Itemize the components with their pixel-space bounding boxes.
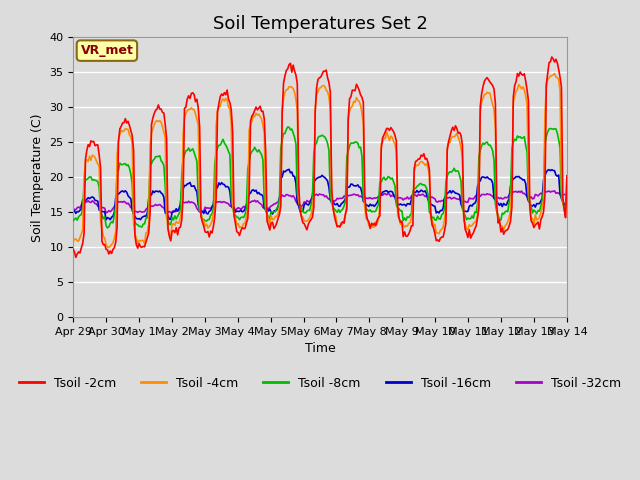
Tsoil -32cm: [218, 200, 225, 205]
Tsoil -16cm: [218, 180, 225, 185]
Tsoil -16cm: [131, 214, 139, 219]
Tsoil -32cm: [563, 191, 571, 197]
Tsoil -4cm: [234, 221, 242, 227]
Tsoil -32cm: [69, 206, 77, 212]
Tsoil -8cm: [104, 225, 111, 231]
Tsoil -16cm: [288, 169, 296, 175]
Line: Tsoil -2cm: Tsoil -2cm: [73, 57, 567, 257]
Tsoil -4cm: [105, 245, 113, 251]
Tsoil -2cm: [218, 91, 225, 97]
Tsoil -32cm: [550, 188, 558, 193]
Tsoil -2cm: [563, 173, 571, 179]
Tsoil -8cm: [131, 219, 139, 225]
Tsoil -2cm: [548, 54, 556, 60]
Tsoil -2cm: [72, 254, 79, 260]
Tsoil -4cm: [131, 231, 139, 237]
Tsoil -8cm: [538, 197, 546, 203]
Tsoil -16cm: [563, 192, 571, 197]
Tsoil -2cm: [287, 60, 294, 66]
Line: Tsoil -4cm: Tsoil -4cm: [73, 73, 567, 248]
Tsoil -32cm: [234, 205, 242, 211]
Tsoil -8cm: [563, 185, 571, 191]
Tsoil -32cm: [287, 192, 294, 198]
Tsoil -32cm: [131, 208, 139, 214]
Tsoil -8cm: [284, 124, 291, 130]
Tsoil -16cm: [243, 203, 250, 209]
Tsoil -2cm: [234, 229, 242, 235]
Y-axis label: Soil Temperature (C): Soil Temperature (C): [31, 113, 44, 241]
Tsoil -2cm: [131, 233, 139, 239]
Tsoil -2cm: [69, 246, 77, 252]
Tsoil -32cm: [102, 210, 110, 216]
Text: VR_met: VR_met: [81, 44, 133, 57]
Line: Tsoil -16cm: Tsoil -16cm: [73, 169, 567, 220]
Tsoil -8cm: [243, 205, 250, 211]
Line: Tsoil -8cm: Tsoil -8cm: [73, 127, 567, 228]
Tsoil -16cm: [69, 209, 77, 215]
Tsoil -2cm: [243, 220, 250, 226]
Tsoil -8cm: [288, 126, 296, 132]
Tsoil -16cm: [285, 167, 293, 172]
Legend: Tsoil -2cm, Tsoil -4cm, Tsoil -8cm, Tsoil -16cm, Tsoil -32cm: Tsoil -2cm, Tsoil -4cm, Tsoil -8cm, Tsoi…: [14, 372, 626, 395]
Tsoil -4cm: [537, 210, 545, 216]
Tsoil -32cm: [243, 202, 250, 207]
Tsoil -4cm: [243, 213, 250, 218]
Tsoil -8cm: [234, 215, 242, 220]
X-axis label: Time: Time: [305, 342, 335, 356]
Tsoil -4cm: [550, 71, 558, 76]
Tsoil -2cm: [537, 217, 545, 223]
Tsoil -4cm: [218, 98, 225, 104]
Tsoil -16cm: [538, 195, 546, 201]
Tsoil -8cm: [69, 218, 77, 224]
Tsoil -16cm: [102, 217, 110, 223]
Line: Tsoil -32cm: Tsoil -32cm: [73, 191, 567, 213]
Tsoil -4cm: [563, 173, 571, 179]
Tsoil -16cm: [234, 209, 242, 215]
Tsoil -4cm: [287, 84, 294, 90]
Tsoil -8cm: [218, 139, 225, 145]
Tsoil -32cm: [537, 191, 545, 196]
Title: Soil Temperatures Set 2: Soil Temperatures Set 2: [212, 15, 428, 33]
Tsoil -4cm: [69, 236, 77, 241]
